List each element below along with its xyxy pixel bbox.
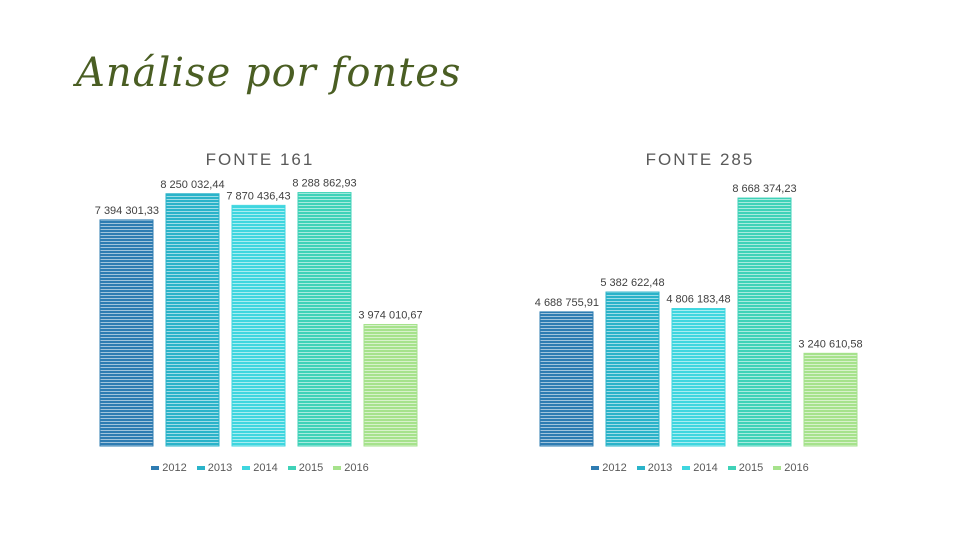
bar-2016 bbox=[363, 323, 418, 447]
data-label-2014: 4 806 183,48 bbox=[666, 294, 730, 306]
legend-swatch bbox=[727, 466, 736, 470]
legend-swatch bbox=[287, 466, 296, 470]
legend-label: 2013 bbox=[207, 462, 233, 474]
legend-label: 2014 bbox=[253, 462, 278, 474]
legend-item-2012: 2012 bbox=[151, 462, 187, 474]
data-label-2016: 3 240 610,58 bbox=[798, 338, 862, 350]
legend-swatch bbox=[151, 466, 160, 470]
data-label-2012: 4 688 755,91 bbox=[535, 297, 599, 309]
bar-2014 bbox=[231, 204, 286, 447]
legend-label: 2015 bbox=[738, 462, 764, 474]
legend-item-2015: 2015 bbox=[287, 462, 324, 474]
legend-swatch bbox=[682, 466, 691, 470]
bar-2016 bbox=[803, 352, 858, 447]
data-label-2013: 5 382 622,48 bbox=[600, 277, 664, 289]
legend-swatch bbox=[242, 466, 251, 470]
chart-title: FONTE 161 bbox=[205, 150, 315, 169]
bar-2013 bbox=[605, 291, 660, 447]
legend: 2012 2013 2014 2015 2016 bbox=[500, 462, 900, 474]
legend-item-2015: 2015 bbox=[727, 462, 764, 474]
legend-item-2014: 2014 bbox=[682, 462, 718, 474]
legend-item-2012: 2012 bbox=[591, 462, 627, 474]
page-title: Análise por fontes bbox=[76, 50, 462, 96]
legend-swatch bbox=[636, 466, 645, 470]
legend-label: 2012 bbox=[602, 462, 627, 474]
data-label-2013: 8 250 032,44 bbox=[160, 179, 224, 191]
legend-item-2016: 2016 bbox=[333, 462, 369, 474]
legend-swatch bbox=[773, 466, 782, 470]
bar-plot-area: 4 688 755,915 382 622,484 806 183,48 8 66… bbox=[535, 183, 863, 447]
legend-label: 2015 bbox=[298, 462, 324, 474]
bar-plot-area: 7 394 301,33 8 250 032,447 870 436,438 28… bbox=[95, 178, 423, 447]
data-label-2014: 7 870 436,43 bbox=[226, 190, 290, 202]
legend-label: 2016 bbox=[344, 462, 369, 474]
legend-item-2013: 2013 bbox=[636, 462, 673, 474]
legend-swatch bbox=[196, 466, 205, 470]
data-label-2015: 8 668 374,23 bbox=[732, 183, 796, 195]
chart-fonte-285: FONTE 285 4 688 755,91 5 382 622,48 4 806 … bbox=[500, 140, 900, 490]
bar-2012 bbox=[99, 219, 154, 447]
legend-item-2013: 2013 bbox=[196, 462, 233, 474]
data-label-2015: 8 288 862,93 bbox=[292, 178, 356, 190]
legend-item-2014: 2014 bbox=[242, 462, 278, 474]
data-label-2012: 7 394 301,33 bbox=[95, 205, 159, 217]
bar-2015 bbox=[737, 197, 792, 447]
legend-item-2016: 2016 bbox=[773, 462, 809, 474]
legend-swatch bbox=[333, 466, 342, 470]
bar-2014 bbox=[671, 308, 726, 447]
chart-fonte-161: FONTE 161 7 394 301,33 8 250 032,44 7 870 … bbox=[60, 140, 460, 490]
legend-label: 2016 bbox=[784, 462, 809, 474]
bar-2013 bbox=[165, 193, 220, 447]
legend: 2012 2013 2014 2015 2016 bbox=[60, 462, 460, 474]
data-label-2016: 3 974 010,67 bbox=[358, 309, 422, 321]
bar-2015 bbox=[297, 192, 352, 447]
legend-label: 2014 bbox=[693, 462, 718, 474]
chart-title: FONTE 285 bbox=[645, 150, 755, 169]
legend-label: 2013 bbox=[647, 462, 673, 474]
legend-label: 2012 bbox=[162, 462, 187, 474]
legend-swatch bbox=[591, 466, 600, 470]
bar-2012 bbox=[539, 311, 594, 447]
